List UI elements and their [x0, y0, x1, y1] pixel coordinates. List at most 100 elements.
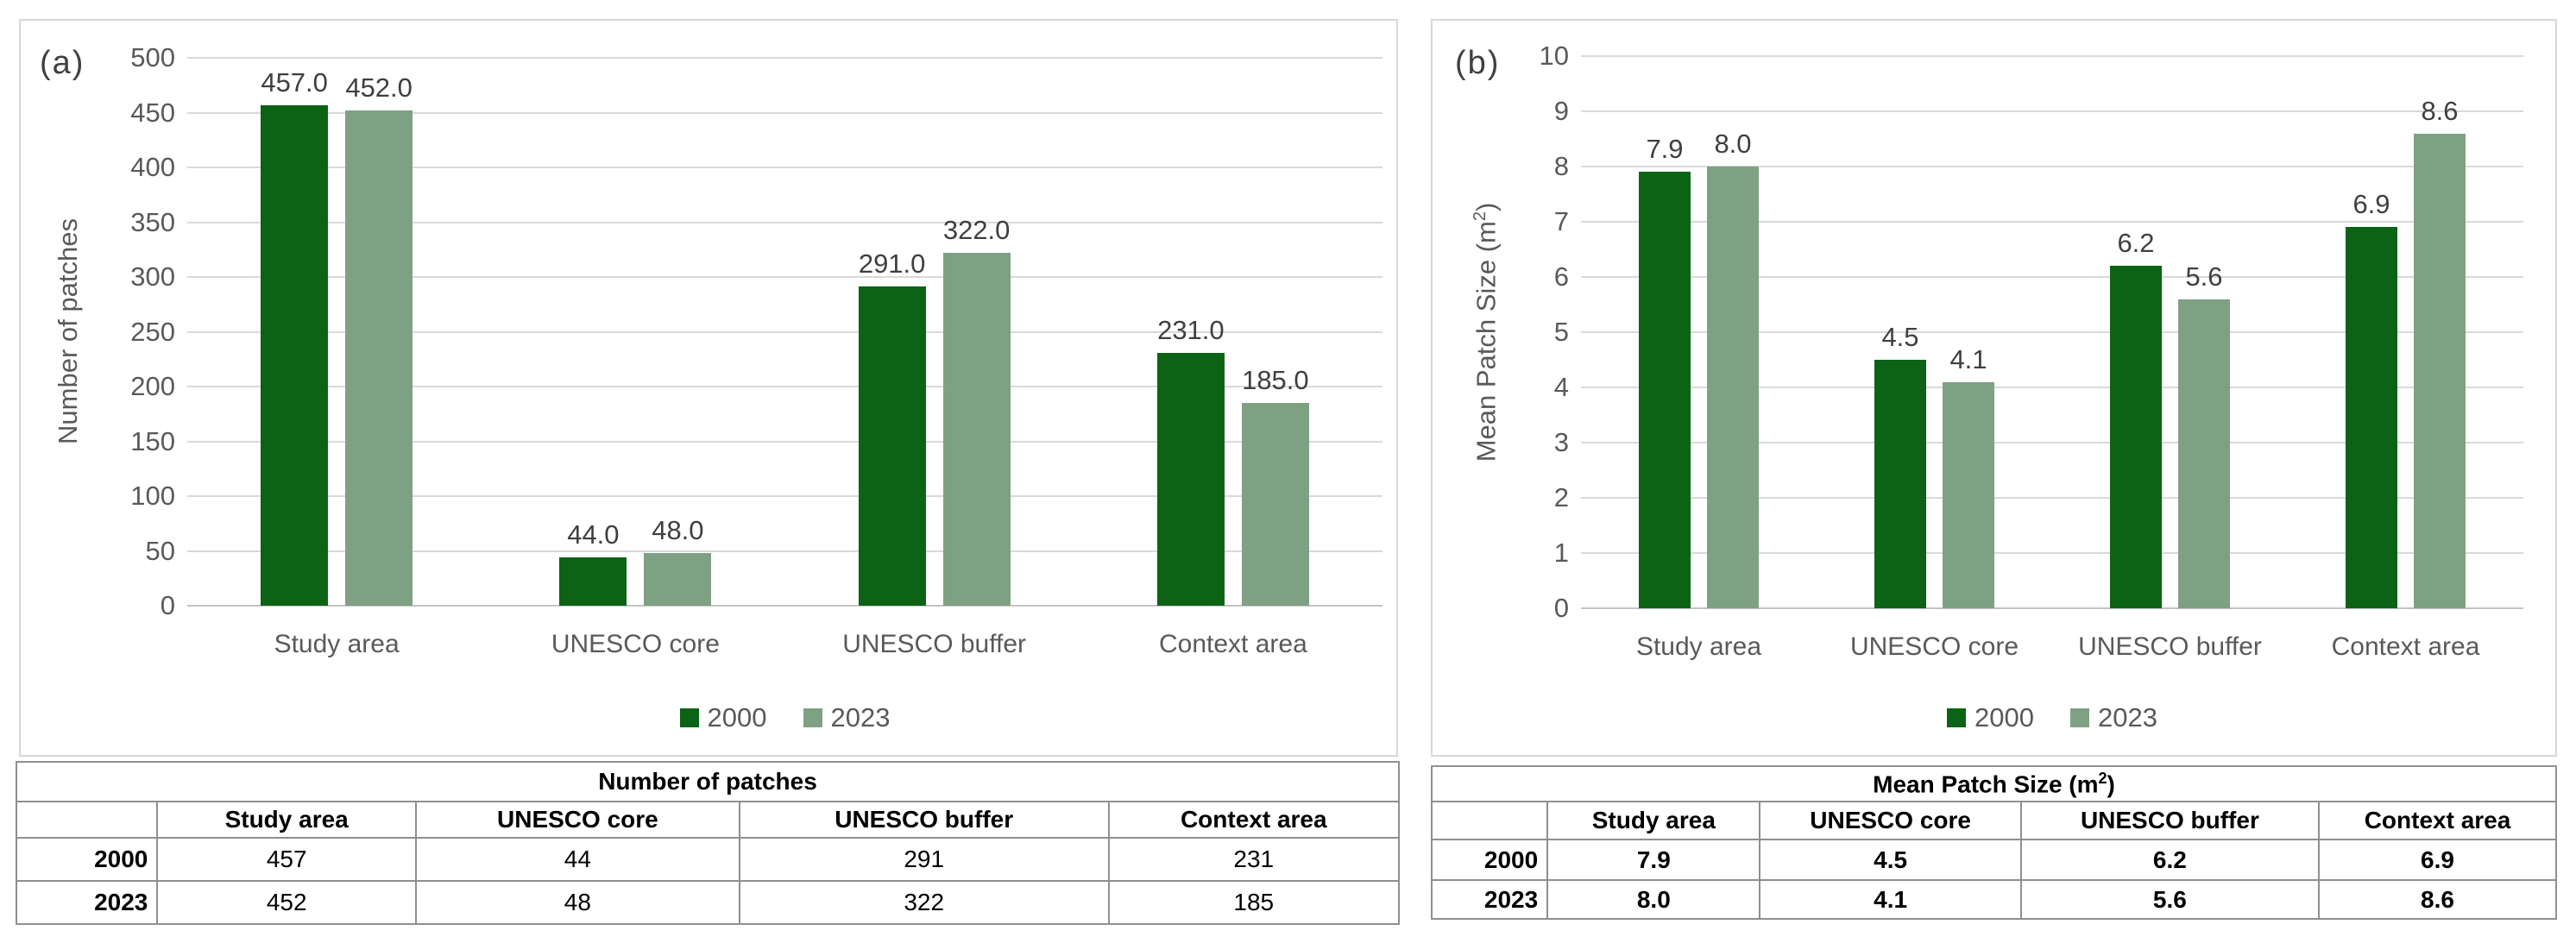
- gridline: [187, 550, 1382, 552]
- gridline: [1581, 442, 2523, 443]
- bar-2000: [2346, 227, 2397, 608]
- gridline: [1581, 166, 2523, 167]
- bar-2000: [1874, 360, 1926, 608]
- gridline: [1581, 607, 2523, 609]
- bar-2023: [2178, 299, 2230, 608]
- bar-2023: [644, 553, 712, 606]
- y-tick-label: 8: [1553, 151, 1569, 181]
- legend-label: 2000: [707, 702, 767, 733]
- bar-2023: [345, 110, 413, 606]
- legend-item: 2000: [679, 702, 767, 733]
- y-tick-label: 500: [130, 42, 175, 72]
- panel-b-label: (b): [1455, 45, 1501, 81]
- table-title-row: Number of patches: [16, 761, 1400, 802]
- gridline: [187, 386, 1382, 387]
- legend-item: 2023: [803, 702, 891, 733]
- data-table-b: Mean Patch Size (m2) Study area UNESCO cor…: [1430, 765, 2557, 920]
- bar-value-label: 452.0: [345, 72, 413, 103]
- data-table-a: Number of patches Study area UNESCO core UN…: [15, 761, 1401, 925]
- table-header-cell: UNESCO core: [1759, 801, 2022, 840]
- legend-swatch-2000: [1947, 708, 1967, 727]
- bar-value-label: 4.1: [1949, 344, 1987, 374]
- y-tick-label: 0: [1553, 593, 1569, 623]
- gridline: [1581, 55, 2523, 57]
- table-value-cell: 7.9: [1546, 839, 1761, 881]
- table-header-cell: Context area: [1107, 801, 1401, 839]
- table-value-cell: 4.5: [1759, 839, 2022, 881]
- y-tick-label: 3: [1553, 427, 1569, 457]
- table-header-cell: [1430, 801, 1549, 840]
- bar-value-label: 48.0: [652, 515, 704, 545]
- gridline: [187, 167, 1382, 168]
- legend-label: 2000: [1975, 702, 2034, 733]
- table-value-cell: 231: [1107, 837, 1401, 882]
- y-tick-label: 50: [145, 535, 175, 566]
- gridline: [1581, 276, 2523, 278]
- bar-2023: [942, 253, 1011, 606]
- table-header-row: Study area UNESCO core UNESCO buffer Contex…: [1430, 801, 2557, 840]
- y-tick-label: 100: [130, 481, 175, 511]
- table-row-label: 2000: [15, 837, 159, 882]
- table-title: Number of patches: [16, 761, 1400, 802]
- y-tick-label: 450: [130, 97, 175, 128]
- legend-label: 2023: [2098, 702, 2157, 733]
- table-row-label: 2023: [1430, 879, 1549, 920]
- y-tick-label: 4: [1553, 372, 1569, 402]
- bar-value-label: 6.9: [2352, 189, 2390, 219]
- bar-2000: [1639, 172, 1691, 608]
- bar-value-label: 44.0: [567, 519, 620, 550]
- gridline: [187, 440, 1382, 443]
- table-value-cell: 4.1: [1759, 879, 2022, 920]
- y-tick-label: 7: [1553, 206, 1569, 236]
- gridline: [1581, 552, 2523, 554]
- table-value-cell: 8.6: [2318, 879, 2557, 920]
- gridline: [187, 111, 1382, 114]
- table-row-label: 2023: [15, 880, 159, 925]
- table-value-cell: 322: [738, 880, 1110, 925]
- bar-2023: [1707, 167, 1759, 608]
- category-label: UNESCO core: [551, 630, 720, 658]
- table-row: 2023 452 48 322 185: [15, 880, 1401, 925]
- gridline: [1581, 497, 2523, 499]
- gridline: [1581, 387, 2523, 388]
- y-tick-label: 9: [1553, 96, 1569, 126]
- legend-swatch-2023: [2070, 708, 2089, 727]
- legend-b: 2000 2023: [1581, 701, 2523, 735]
- table-title-row: Mean Patch Size (m2): [1431, 765, 2557, 802]
- table-header-cell: UNESCO buffer: [2019, 801, 2321, 840]
- table-value-cell: 48: [414, 880, 740, 925]
- category-label: Study area: [274, 630, 400, 658]
- y-tick-label: 2: [1553, 482, 1569, 513]
- table-header-cell: Context area: [2318, 801, 2557, 840]
- bar-value-label: 8.6: [2421, 96, 2459, 126]
- bar-value-label: 322.0: [942, 215, 1011, 245]
- gridline: [187, 276, 1382, 278]
- bar-value-label: 5.6: [2185, 261, 2223, 292]
- y-tick-label: 150: [130, 425, 175, 456]
- table-value-cell: 291: [738, 837, 1110, 882]
- table-header-cell: UNESCO core: [414, 801, 740, 839]
- table-value-cell: 8.0: [1546, 879, 1761, 920]
- legend-item: 2023: [2070, 702, 2157, 733]
- gridline: [1581, 221, 2523, 223]
- gridline: [187, 605, 1382, 607]
- y-tick-label: 200: [130, 371, 175, 401]
- gridline: [187, 330, 1382, 333]
- category-label: UNESCO buffer: [2078, 632, 2262, 661]
- legend-swatch-2023: [803, 708, 822, 727]
- y-tick-label: 1: [1553, 538, 1569, 568]
- category-label: Context area: [1158, 630, 1307, 658]
- table-header-cell: Study area: [1546, 801, 1761, 840]
- table-header-row: Study area UNESCO core UNESCO buffer Contex…: [15, 801, 1401, 839]
- gridline: [187, 495, 1382, 497]
- table-header-cell: Study area: [156, 801, 417, 839]
- y-tick-label: 6: [1553, 261, 1569, 292]
- bar-2000: [2110, 266, 2162, 608]
- y-tick-label: 10: [1539, 41, 1569, 71]
- y-tick-label: 250: [130, 316, 175, 347]
- legend-label: 2023: [830, 702, 891, 733]
- bar-value-label: 6.2: [2117, 228, 2155, 258]
- bar-value-label: 7.9: [1646, 134, 1684, 164]
- table-value-cell: 185: [1107, 880, 1401, 925]
